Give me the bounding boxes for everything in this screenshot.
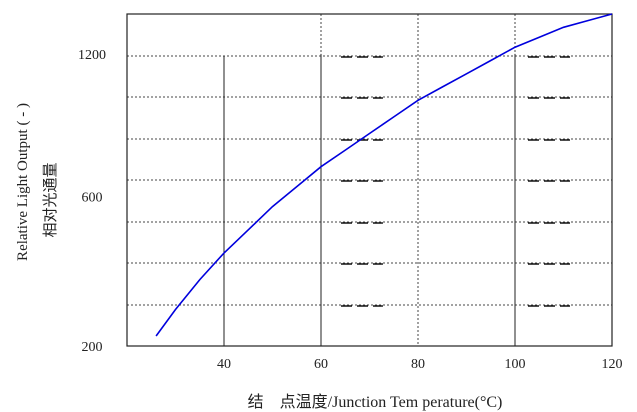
- series-line-0: [155, 13, 613, 337]
- plot-border: [126, 13, 613, 347]
- y-tick-label-200: 200: [82, 340, 103, 355]
- tick-labels: 40 60 80 100 120 200 600 1200: [78, 48, 623, 372]
- x-axis-label: 结 点温度/Junction Tem perature(°C): [248, 393, 503, 411]
- y-tick-label-600: 600: [82, 191, 103, 206]
- x-tick-label-80: 80: [411, 357, 425, 372]
- series-layer: [155, 13, 613, 337]
- y-axis-title: Relative Light Output ( - ) 相对光通量: [15, 103, 59, 261]
- plot-frame: [126, 13, 613, 347]
- x-tick-label-100: 100: [505, 357, 526, 372]
- grid: [127, 14, 612, 346]
- y-tick-label-1200: 1200: [78, 48, 106, 63]
- x-tick-label-40: 40: [217, 357, 231, 372]
- x-tick-label-60: 60: [314, 357, 328, 372]
- y-axis-label-cn: 相对光通量: [42, 162, 59, 237]
- dash-marks: [341, 56, 570, 307]
- x-tick-label-120: 120: [602, 357, 623, 372]
- y-axis-label: Relative Light Output ( - ): [15, 103, 31, 261]
